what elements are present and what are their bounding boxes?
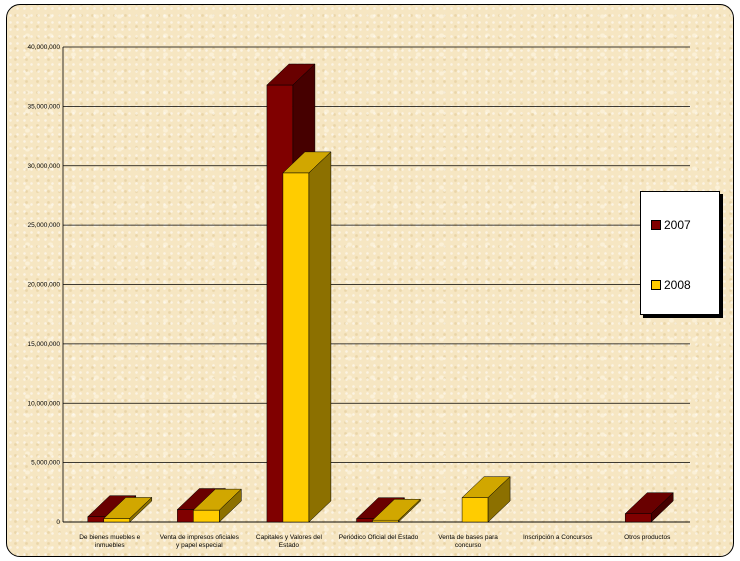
bar-2008-front (461, 497, 489, 523)
legend-label-2008: 2008 (664, 278, 691, 292)
y-tick-label: 10,000,000 (27, 400, 60, 407)
bar-2008-front (282, 172, 310, 523)
y-tick-label: 20,000,000 (27, 282, 60, 289)
bar-2008-front (103, 518, 131, 523)
legend-swatch-2008 (651, 280, 661, 290)
legend-item-2008: 2008 (651, 278, 691, 292)
bar-2008-side (398, 498, 421, 523)
legend: 2007 2008 (640, 191, 720, 315)
y-tick-label: 5,000,000 (31, 460, 60, 467)
x-category-label: Venta de impresos oficiales y papel espec… (160, 534, 240, 549)
bar-2008-front (372, 519, 399, 523)
legend-swatch-2007 (651, 220, 661, 230)
bar-2008-side (308, 151, 332, 523)
x-category-label: Venta de bases para concurso (438, 534, 498, 549)
x-category-label: Capitales y Valores del Estado (256, 534, 323, 549)
y-tick-label: 0 (56, 519, 60, 526)
y-tick-label: 30,000,000 (27, 163, 60, 170)
x-category-label: Otros productos (624, 534, 671, 541)
x-category-label: Periódico Oficial del Estado (339, 534, 419, 541)
bar-2007-side (650, 492, 674, 523)
y-tick-label: 35,000,000 (27, 103, 60, 110)
y-tick-label: 40,000,000 (27, 44, 60, 51)
y-tick-label: 25,000,000 (27, 222, 60, 229)
chart-frame: 0 5,000,000 10,000,000 15,000,000 20,000,000… (6, 4, 734, 557)
x-category-label: Inscripción a Concursos (523, 534, 593, 541)
bar-2008-side (129, 496, 153, 523)
bar-chart: 0 5,000,000 10,000,000 15,000,000 20,000,000… (27, 44, 690, 549)
x-category-label: De bienes muebles e inmuebles (79, 534, 140, 549)
bar-2007-front (624, 513, 652, 523)
legend-label-2007: 2007 (664, 218, 691, 232)
y-tick-label: 15,000,000 (27, 341, 60, 348)
bar-2008-side (219, 488, 242, 523)
bar-2008-front (193, 509, 220, 523)
legend-item-2007: 2007 (651, 218, 691, 232)
bar-2008-side (487, 476, 511, 523)
